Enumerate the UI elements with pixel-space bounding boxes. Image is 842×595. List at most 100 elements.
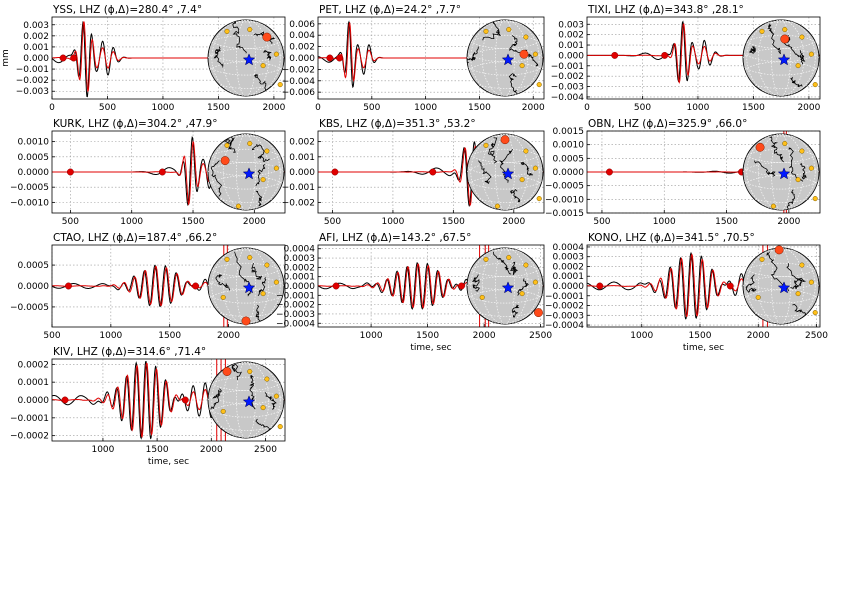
y-tick-label: −0.0002 [276,301,315,311]
x-tick-label: 1000 [91,445,114,455]
meridian-line [757,134,805,210]
x-tick-label: 2000 [522,103,545,113]
x-tick-label: 2000 [797,103,820,113]
meridian-line [495,20,515,96]
y-tick-label: 0.0001 [18,378,50,388]
station-dot [799,262,805,268]
station-dot [808,279,814,285]
globe-inset [207,133,285,211]
meridian-line [222,134,270,210]
x-tick-label: 2500 [805,331,828,341]
station-dot [770,203,776,209]
parallel-line [208,175,284,203]
y-tick-label: 0.0003 [553,253,585,263]
meridian-line [222,362,270,438]
x-tick-label: 2000 [777,217,800,227]
parallel-line [743,135,819,163]
station-dot [536,82,542,88]
event-star-icon [501,281,515,294]
y-tick-label: 0.0005 [18,153,50,163]
globe-inset [466,247,544,325]
x-tick-label: 1500 [689,331,712,341]
panel-yss: 0 500 1000 1500 20000.0030.0020.0010.000−0.0… [1,4,286,113]
x-tick-label: 0 [49,103,55,113]
station-dot [532,165,538,171]
y-tick-label: −0.0005 [10,183,49,193]
parallel-line [208,403,284,431]
highlighted-station-dot [755,142,765,152]
arrival-dot [61,396,69,404]
parallel-line [208,21,284,49]
station-dot [519,177,525,183]
y-tick-label: 0.000 [23,54,49,64]
highlighted-station-dot [533,308,543,318]
highlighted-station-dot [262,32,272,42]
station-dot [506,26,512,33]
event-star-icon [501,167,515,180]
parallel-line [467,162,543,190]
meridian-line [757,20,805,96]
arrival-dot [181,396,189,404]
meridian-line [746,248,816,324]
meridian-line [470,248,540,324]
globe-inset [466,19,544,97]
parallel-line [743,276,819,304]
highlighted-station-dot [780,34,790,44]
parallel-line [467,175,543,203]
y-tick-label: −0.0003 [276,310,315,320]
arrival-dot [605,168,613,176]
x-tick-label: 500 [363,103,380,113]
globe-graticule [467,248,543,324]
y-tick-label: −0.002 [551,72,584,82]
parallel-line [208,34,284,63]
plot-frame [317,130,545,214]
station-dot [532,279,538,285]
coastline [254,74,267,91]
plot-frame [586,16,821,100]
arrival-dot [458,282,465,290]
y-tick-label: −0.0005 [545,182,584,192]
x-axis-label: time, sec [148,457,189,467]
station-dot [799,34,805,40]
coastline [520,161,534,176]
station-dot [782,26,788,33]
coastline [799,163,807,180]
meridian-line [495,248,515,324]
coastline [213,46,224,68]
y-tick-label: 0.0000 [284,282,316,292]
parallel-line [743,34,819,63]
coastline [232,20,247,54]
station-dot [479,294,485,300]
coastline [509,35,521,53]
highlighted-station-dot [500,135,510,145]
x-tick-label: 500 [43,331,60,341]
event-star-icon [242,395,256,408]
x-tick-label: 500 [593,217,610,227]
station-dot [519,291,525,297]
panel-afi: 1000 1500 2000 2500 0.00040.00030.00020.0001… [276,232,552,353]
meridian-line [481,248,529,324]
y-tick-label: 0.002 [289,43,315,53]
parallel-line [467,21,543,49]
station-dot [755,294,761,300]
arrival-dot [661,51,669,59]
y-tick-label: 0.002 [289,138,315,148]
y-tick-label: 0.0005 [553,154,585,164]
coastline [249,374,256,410]
panel-title: TIXI, LHZ (ϕ,Δ)=343.8° ,28.1° [587,4,744,16]
panel-kbs: 500 1000 1500 2000 0.002 0.001 0.000 −0.001 −0.0… [282,118,545,227]
globe-inset [207,361,285,439]
y-tick-label: 0.0002 [18,360,50,370]
y-tick-label: −0.0002 [10,432,49,442]
parallel-line [467,249,543,277]
meridian-line [771,134,791,210]
coastline [745,274,757,293]
coastline [210,160,223,197]
globe-graticule [208,362,284,438]
parallel-line [208,390,284,418]
meridian-line [211,134,281,210]
globe-inset [466,133,544,211]
x-tick-label: 500 [62,217,79,227]
meridian-line [771,248,791,324]
y-tick-label: 0.0002 [553,262,585,272]
